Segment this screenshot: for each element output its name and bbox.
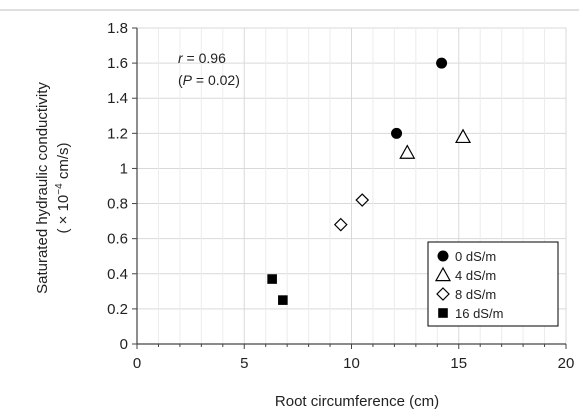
legend-marker-series-0 xyxy=(438,251,449,262)
data-point-series-1 xyxy=(456,130,470,143)
y-tick-label: 0 xyxy=(120,336,128,353)
x-axis-title: Root circumference (cm) xyxy=(275,393,439,410)
p-value: = 0.02) xyxy=(192,72,240,88)
legend-label-16-ds: 16 dS/m xyxy=(455,306,503,321)
x-tick-label: 15 xyxy=(450,355,467,372)
legend-label-0-ds: 0 dS/m xyxy=(455,249,496,264)
y-tick-label: 1.4 xyxy=(107,90,128,107)
x-tick-label: 20 xyxy=(558,355,575,372)
correlation-r: r = 0.96 xyxy=(178,50,226,66)
y-axis-title-line2: ( × 10−4 cm/s) xyxy=(54,142,72,233)
x-tick-label: 5 xyxy=(240,355,248,372)
y-tick-label: 0.4 xyxy=(107,266,128,283)
x-tick-label: 0 xyxy=(133,355,141,372)
y-tick-label: 0.8 xyxy=(107,196,128,213)
legend-marker-series-3 xyxy=(438,308,448,318)
y-tick-label: 1.2 xyxy=(107,125,128,142)
y-tick-label: 1.8 xyxy=(107,20,128,37)
y-tick-label: 1.6 xyxy=(107,55,128,72)
data-point-series-0 xyxy=(391,128,402,139)
data-point-series-0 xyxy=(436,58,447,69)
legend-label-4-ds: 4 dS/m xyxy=(455,268,496,283)
legend: 0 dS/m 4 dS/m 8 dS/m 16 dS/m xyxy=(428,242,558,326)
correlation-annotation: r = 0.96 (P = 0.02) xyxy=(178,50,240,88)
data-point-series-3 xyxy=(278,295,288,305)
y-axis-unit-exponent: −4 xyxy=(54,183,65,195)
data-point-series-3 xyxy=(267,274,277,284)
y-axis-unit-suffix: cm/s) xyxy=(55,142,72,183)
r-value: = 0.96 xyxy=(183,50,226,66)
correlation-p: (P = 0.02) xyxy=(178,72,240,88)
data-point-series-2 xyxy=(356,194,368,206)
x-tick-label: 10 xyxy=(343,355,360,372)
y-tick-label: 0.6 xyxy=(107,231,128,248)
y-axis-unit-prefix: ( × 10 xyxy=(55,195,72,234)
data-point-series-2 xyxy=(335,219,347,231)
y-axis-title-line1: Saturated hydraulic conductivity xyxy=(34,82,51,294)
y-tick-label: 1 xyxy=(120,160,128,177)
y-axis-title: Saturated hydraulic conductivity ( × 10−… xyxy=(34,82,72,294)
data-point-series-1 xyxy=(400,146,414,159)
legend-label-8-ds: 8 dS/m xyxy=(455,287,496,302)
y-tick-label: 0.2 xyxy=(107,301,128,318)
